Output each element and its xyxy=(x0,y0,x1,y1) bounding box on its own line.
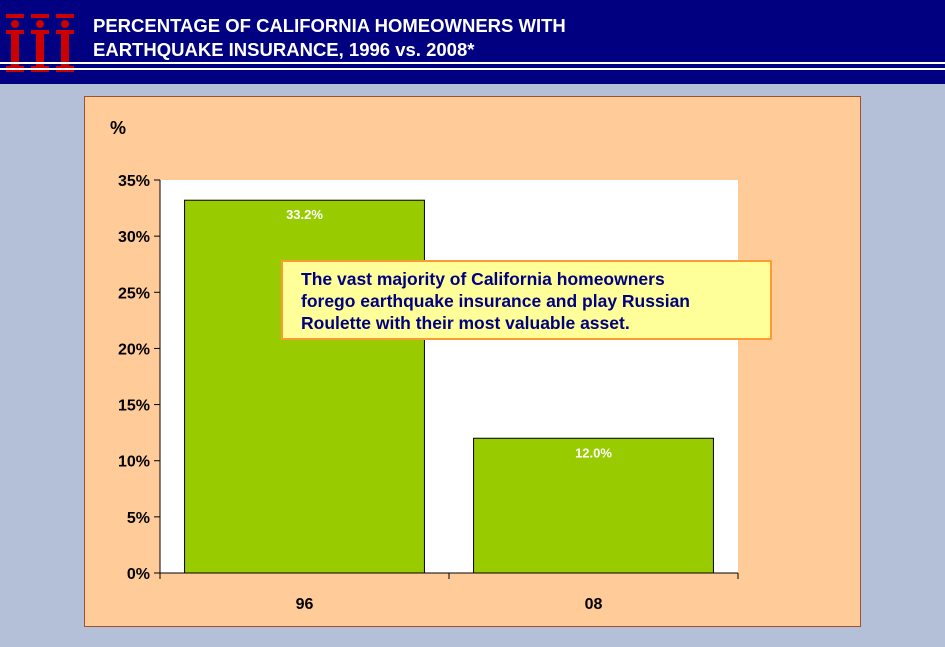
callout-line-1: The vast majority of California homeowne… xyxy=(301,269,665,289)
y-tick-label: 35% xyxy=(118,173,150,190)
data-label-96: 33.2% xyxy=(286,207,323,222)
data-label-08: 12.0% xyxy=(575,445,612,460)
y-tick-label: 0% xyxy=(127,566,150,583)
bar-08 xyxy=(473,437,714,574)
title-line-1: PERCENTAGE OF CALIFORNIA HOMEOWNERS WITH xyxy=(93,15,566,36)
header-rule-bottom xyxy=(0,68,945,70)
x-tick-label-96: 96 xyxy=(296,596,314,613)
header-rule-top xyxy=(0,62,945,64)
callout-box: The vast majority of California homeowne… xyxy=(281,260,772,340)
y-tick-label: 15% xyxy=(118,398,150,415)
callout-line-3: Roulette with their most valuable asset. xyxy=(301,313,630,333)
y-tick-label: 25% xyxy=(118,285,150,302)
callout-line-2: forego earthquake insurance and play Rus… xyxy=(301,291,690,311)
y-tick-label: 5% xyxy=(127,510,150,527)
x-tick-label-08: 08 xyxy=(585,596,603,613)
y-axis-label: % xyxy=(110,118,127,138)
page-title: PERCENTAGE OF CALIFORNIA HOMEOWNERS WITH… xyxy=(93,14,933,62)
y-tick-label: 10% xyxy=(118,454,150,471)
bar-96 xyxy=(184,199,425,574)
title-line-2: EARTHQUAKE INSURANCE, 1996 vs. 2008* xyxy=(93,39,475,60)
header-bar: PERCENTAGE OF CALIFORNIA HOMEOWNERS WITH… xyxy=(0,0,945,84)
y-tick-label: 20% xyxy=(118,341,150,358)
y-tick-label: 30% xyxy=(118,229,150,246)
